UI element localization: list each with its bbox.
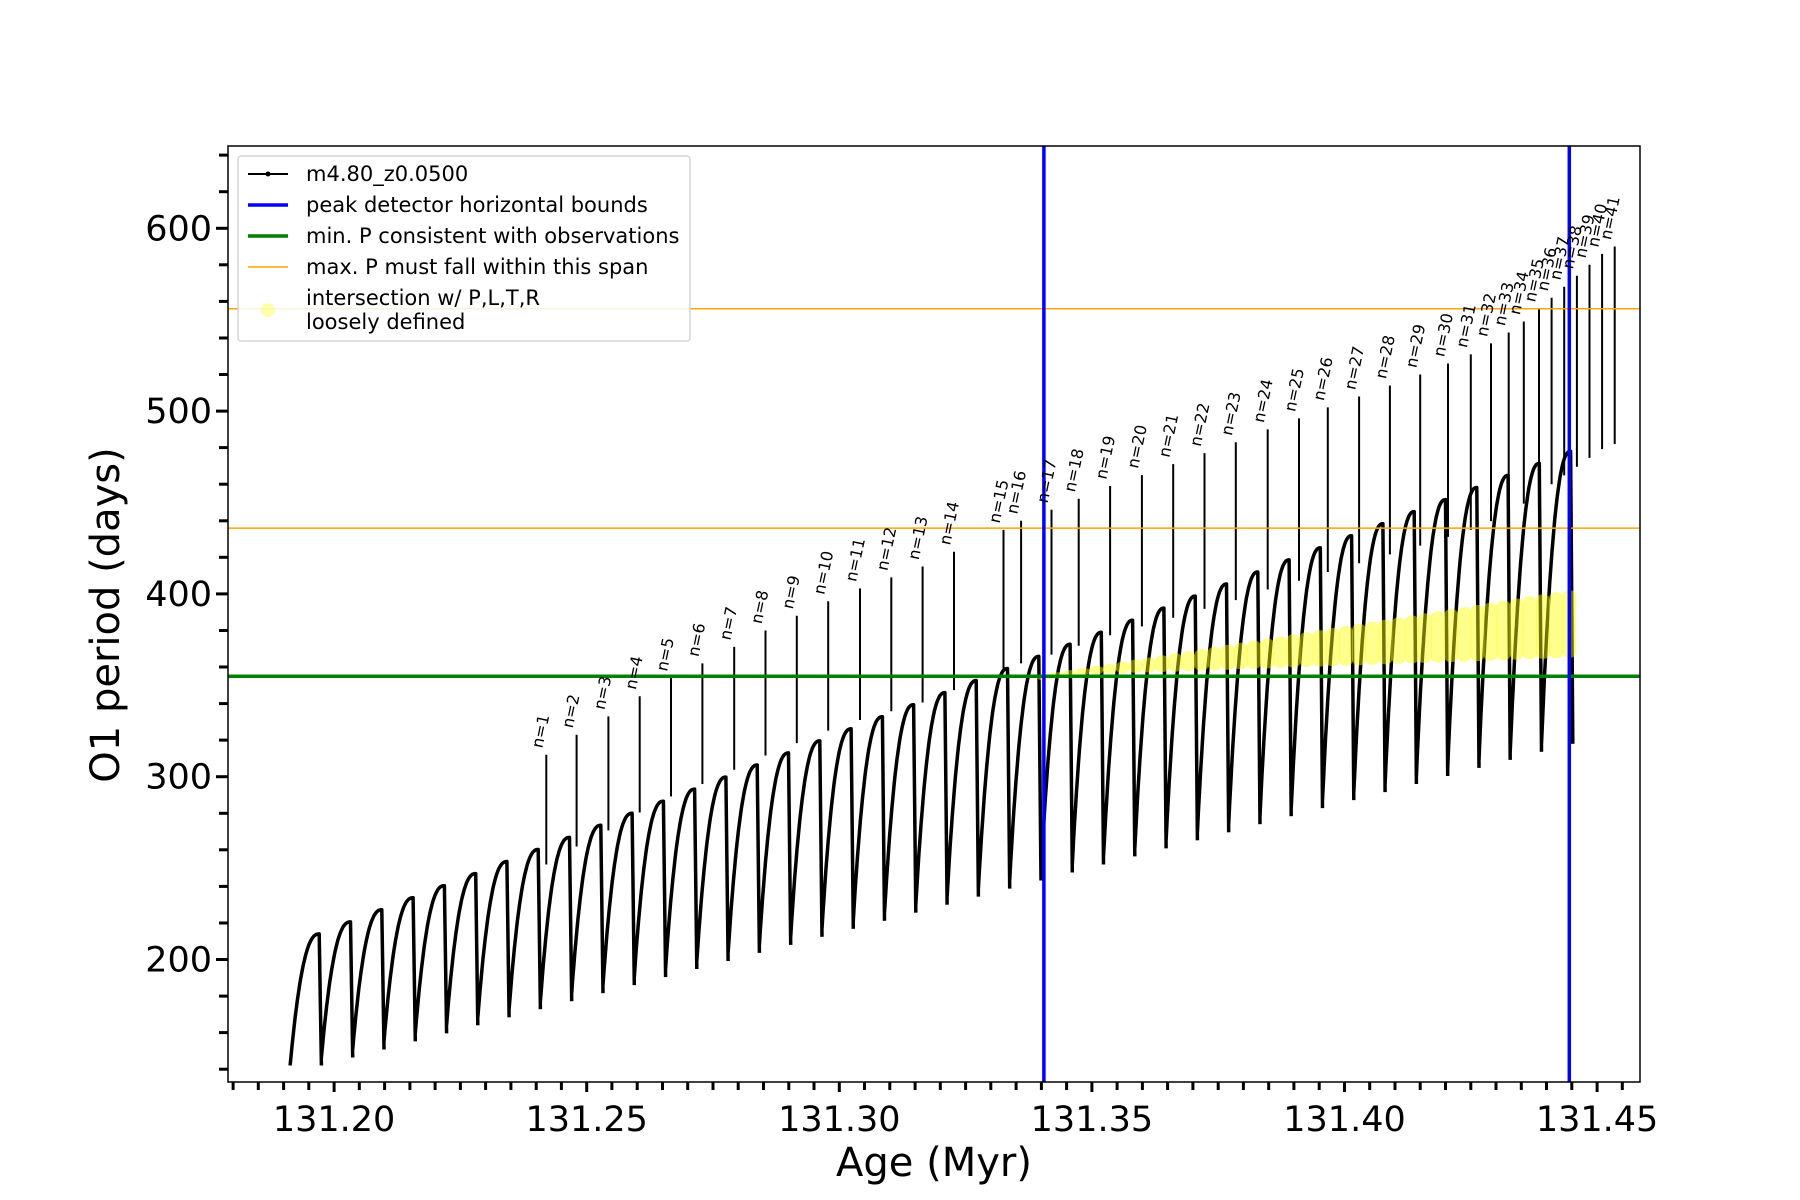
intersection-marker [1102, 663, 1117, 674]
y-tick-label: 200 [145, 941, 212, 981]
intersection-marker [1115, 661, 1130, 674]
intersection-marker [1549, 592, 1564, 659]
intersection-marker [1247, 640, 1261, 669]
model-track [288, 449, 1575, 1066]
x-tick-label: 131.45 [1536, 1100, 1658, 1140]
legend-label-intersection: intersection w/ P,L,T,R [306, 286, 540, 310]
x-tick-label: 131.30 [778, 1100, 900, 1140]
intersection-marker [1207, 647, 1222, 671]
legend-label-intersection-line2: loosely defined [306, 310, 465, 334]
intersection-marker [1378, 619, 1393, 665]
intersection-marker [1312, 630, 1327, 667]
x-tick-label: 131.20 [273, 1100, 395, 1140]
intersection-marker [1391, 617, 1406, 664]
intersection-marker [1365, 621, 1380, 665]
x-axis-label: Age (Myr) [836, 1140, 1032, 1186]
intersection-marker [1470, 605, 1485, 662]
intersection-marker [1496, 600, 1511, 661]
intersection-marker [1142, 657, 1156, 673]
intersection-marker [1299, 632, 1314, 667]
intersection-marker [1522, 596, 1537, 660]
intersection-marker [1509, 598, 1524, 660]
intersection-marker [1273, 636, 1288, 668]
intersection-marker [1286, 634, 1301, 668]
y-tick-label: 400 [145, 575, 212, 615]
plot-area [228, 146, 1640, 1082]
intersection-marker [1457, 607, 1472, 662]
intersection-marker [1536, 594, 1550, 659]
x-tick-label: 131.35 [1031, 1100, 1153, 1140]
x-tick-label: 131.40 [1283, 1100, 1405, 1140]
axes: 131.20 131.25 131.30 131.35 131.40 131.45 200 3… [145, 153, 1658, 1140]
intersection-marker [1233, 642, 1248, 670]
legend: m4.80_z0.0500 peak detector horizontal b… [237, 155, 691, 342]
y-tick-label: 500 [145, 392, 212, 432]
legend-swatch-intersection [261, 303, 275, 317]
legend-label-min-p: min. P consistent with observations [306, 224, 679, 248]
intersection-marker [1339, 626, 1353, 666]
intersection-marker [1194, 649, 1209, 671]
intersection-marker [1483, 602, 1498, 661]
y-axis-label: O1 period (days) [83, 447, 129, 782]
intersection-marker [1417, 613, 1432, 663]
legend-label-max-p: max. P must fall within this span [306, 255, 648, 279]
y-tick-label: 300 [145, 758, 212, 798]
plot-frame [227, 145, 1641, 1083]
legend-swatch-model-dot [265, 171, 271, 177]
x-tick-label: 131.25 [525, 1100, 647, 1140]
intersection-marker [1352, 623, 1367, 666]
legend-box [237, 155, 691, 342]
intersection-marker [1430, 611, 1445, 663]
intersection-marker [1260, 638, 1275, 669]
legend-label-model: m4.80_z0.0500 [306, 162, 468, 187]
intersection-marker [1168, 653, 1183, 672]
intersection-marker [1220, 644, 1235, 670]
legend-label-peak-bounds: peak detector horizontal bounds [306, 193, 648, 217]
intersection-marker [1089, 665, 1104, 675]
intersection-marker [1404, 615, 1419, 664]
intersection-marker [1444, 609, 1459, 662]
intersection-marker [1155, 655, 1170, 672]
intersection-marker [1076, 668, 1091, 675]
intersection-marker [1128, 659, 1143, 673]
y-tick-label: 600 [145, 209, 212, 249]
intersection-marker [1325, 628, 1340, 667]
intersection-marker [1181, 651, 1196, 672]
